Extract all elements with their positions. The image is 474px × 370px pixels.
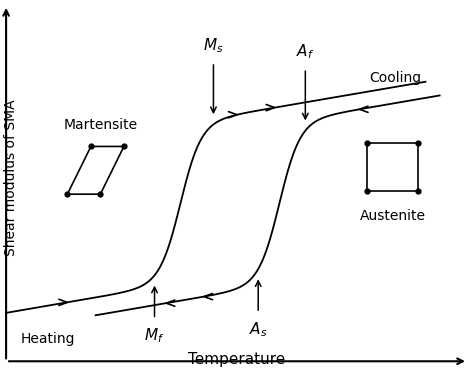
Text: $A_f$: $A_f$ — [296, 42, 314, 61]
Text: $M_f$: $M_f$ — [145, 327, 164, 346]
Text: $A_s$: $A_s$ — [249, 320, 267, 339]
Text: Shear modulus of SMA: Shear modulus of SMA — [4, 99, 18, 256]
Text: Temperature: Temperature — [188, 352, 286, 367]
Text: $M_s$: $M_s$ — [203, 36, 224, 55]
Text: Cooling: Cooling — [369, 71, 421, 85]
Text: Martensite: Martensite — [64, 118, 137, 132]
Text: Austenite: Austenite — [359, 209, 426, 223]
Text: Heating: Heating — [20, 333, 75, 346]
